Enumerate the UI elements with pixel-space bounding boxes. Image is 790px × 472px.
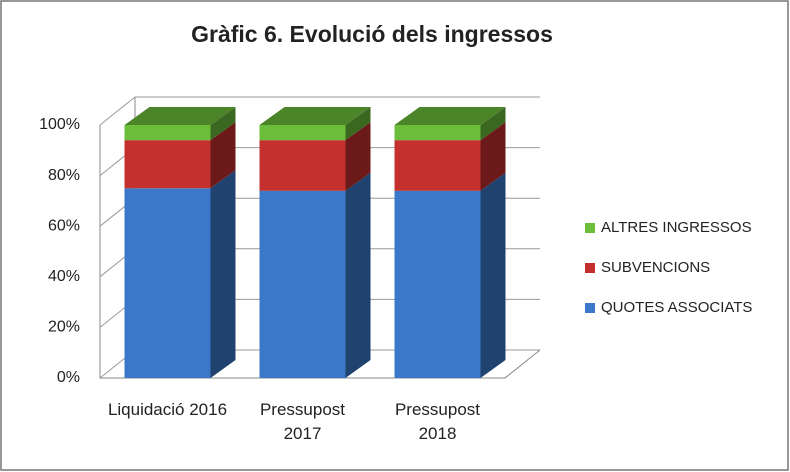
grid-line-side (99, 96, 136, 126)
legend-swatch (585, 303, 595, 313)
legend-label: QUOTES ASSOCIATS (601, 299, 752, 316)
bar-side (210, 107, 236, 141)
bar (124, 188, 211, 378)
bar-top (394, 107, 506, 125)
y-tick-label: 100% (39, 116, 80, 133)
bar (259, 190, 346, 378)
legend-label: ALTRES INGRESSOS (601, 219, 752, 236)
bar (394, 125, 481, 141)
y-tick-label: 60% (48, 217, 80, 234)
bar-side (210, 122, 236, 189)
bar (394, 190, 481, 378)
bar-side (480, 172, 506, 378)
y-tick-label: 0% (57, 369, 80, 386)
bar (259, 140, 346, 191)
chart-title: Gràfic 6. Evolució dels ingressos (191, 21, 553, 47)
bar (259, 125, 346, 141)
bar (124, 125, 211, 141)
bar-top (124, 107, 236, 125)
y-tick-label: 40% (48, 268, 80, 285)
legend-swatch (585, 223, 595, 233)
x-tick-label: Pressupost 2017 (259, 400, 346, 443)
bar (394, 140, 481, 191)
bar-side (210, 170, 236, 378)
y-tick-label: 80% (48, 167, 80, 184)
bar-side (345, 122, 371, 191)
y-tick-label: 20% (48, 319, 80, 336)
bar-side (480, 122, 506, 191)
bar-side (345, 172, 371, 378)
bar-side (345, 107, 371, 141)
legend-swatch (585, 263, 595, 273)
legend-label: SUBVENCIONS (601, 259, 710, 276)
bar-side (480, 107, 506, 141)
x-tick-label: Liquidació 2016 (107, 400, 228, 419)
bar (124, 140, 211, 189)
x-tick-label: Pressupost 2018 (394, 400, 481, 443)
bar-top (259, 107, 371, 125)
